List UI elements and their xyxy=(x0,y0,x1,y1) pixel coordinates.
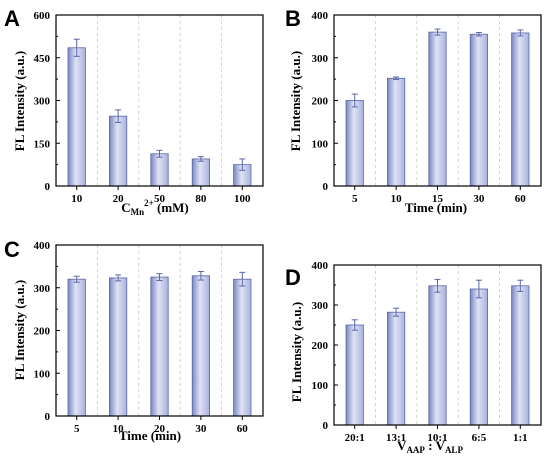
panel-d-xtick-label: 13:1 xyxy=(386,432,406,444)
panel-b-axes-frame xyxy=(333,14,542,187)
panel-d-xlabel-v1: V xyxy=(397,438,407,453)
panel-c-xtick-label: 10 xyxy=(113,423,125,435)
panel-a-xtick-label: 10 xyxy=(71,193,83,205)
panel-a-xlabel-main: C xyxy=(121,200,130,215)
panel-a-xlabel-unit: (mM) xyxy=(154,200,189,215)
panel-a-bar xyxy=(109,115,128,187)
panel-d-xtick-label: 1:1 xyxy=(513,432,528,444)
panel-a-xlabel: CMn2+ (mM) xyxy=(121,198,189,217)
panel-d-plot: 0 100 200 300 400 20:1 13:1 10:1 6:5 1:1 xyxy=(312,260,542,444)
panel-a-bar xyxy=(67,47,86,187)
panel-d-ytick-label: 300 xyxy=(312,300,329,312)
panel-b-bar xyxy=(469,33,488,187)
panel-a-ylabel: FL Intensity (a.u.) xyxy=(12,51,27,151)
panel-letter-d: D xyxy=(285,265,301,290)
panel-a-xtick-label: 20 xyxy=(113,193,125,205)
panel-letter-b: B xyxy=(285,6,301,31)
panel-c-bar xyxy=(233,278,252,417)
panel-a-ytick-label: 600 xyxy=(34,10,51,22)
panel-a-ytick-label: 0 xyxy=(45,181,51,193)
panel-c-axes-frame xyxy=(55,244,264,417)
panel-b-xlabel: Time (min) xyxy=(405,200,467,215)
panel-d-xlabel-v2: V xyxy=(436,438,446,453)
panel-d-ytick-label: 200 xyxy=(312,340,329,352)
panel-c-xtick-label: 5 xyxy=(74,423,80,435)
panel-c-ytick-label: 0 xyxy=(45,411,51,423)
panel-a-ytick-label: 450 xyxy=(34,53,51,65)
panel-a: A 0 150 300 450 600 10 20 50 80 100 FL Intensity … xyxy=(4,6,264,217)
panel-b-xtick-label: 10 xyxy=(391,193,403,205)
panel-b-bar xyxy=(511,32,530,187)
panel-a-xtick-label: 80 xyxy=(195,193,207,205)
panel-a-xtick-label: 50 xyxy=(154,193,166,205)
panel-b-bar xyxy=(428,31,447,187)
panel-a-ytick-label: 150 xyxy=(34,138,51,150)
panel-d-ytick-label: 400 xyxy=(312,260,329,272)
panel-c-bar xyxy=(109,277,128,417)
panel-b-bar xyxy=(387,77,406,187)
panel-d-axes-frame xyxy=(333,264,542,426)
panel-d-xtick-label: 20:1 xyxy=(345,432,365,444)
panel-d: D 0 100 200 300 400 20:1 13:1 10:1 6:5 1:1 FL Int… xyxy=(285,260,542,455)
panel-c: C 0 100 200 300 400 5 10 20 30 60 FL Intensity (a… xyxy=(4,237,264,443)
panel-d-bar xyxy=(345,324,364,426)
panel-b-bar xyxy=(345,100,364,187)
panel-d-ytick-label: 100 xyxy=(312,380,329,392)
panel-c-xtick-label: 30 xyxy=(195,423,207,435)
panel-c-ytick-label: 300 xyxy=(34,283,51,295)
panel-c-plot: 0 100 200 300 400 5 10 20 30 60 xyxy=(34,240,264,435)
panel-c-bar xyxy=(67,278,86,417)
panel-d-xtick-label: 6:5 xyxy=(472,432,487,444)
panel-d-bar xyxy=(511,285,530,426)
panel-d-ytick-label: 0 xyxy=(323,420,329,432)
panel-d-xlabel-sub2: ALP xyxy=(445,445,464,455)
panel-b-plot: 0 100 200 300 400 5 10 15 30 60 xyxy=(312,10,542,205)
panel-letter-a: A xyxy=(4,6,20,31)
panel-a-bar xyxy=(150,153,169,187)
panel-d-xlabel-sub1: AAP xyxy=(406,445,425,455)
panel-c-bar xyxy=(191,275,210,417)
panel-b-ylabel: FL Intensity (a.u.) xyxy=(288,51,303,151)
panel-c-ytick-label: 100 xyxy=(34,368,51,380)
panel-d-ylabel: FL Intensity (a.u.) xyxy=(289,302,304,402)
panel-a-bar xyxy=(191,158,210,187)
panel-a-axes-frame xyxy=(55,14,264,187)
panel-b-xtick-label: 30 xyxy=(473,193,485,205)
panel-b-ytick-label: 400 xyxy=(312,10,329,22)
panel-b: B 0 100 200 300 400 5 10 15 30 60 FL Intensity (a… xyxy=(285,6,542,215)
panel-b-ytick-label: 300 xyxy=(312,53,329,65)
panel-d-bar xyxy=(428,285,447,426)
panel-letter-c: C xyxy=(4,237,20,262)
panel-c-xtick-label: 20 xyxy=(154,423,166,435)
panel-c-ylabel: FL Intensity (a.u.) xyxy=(12,280,27,380)
panel-c-bar xyxy=(150,276,169,417)
panel-c-xlabel: Time (min) xyxy=(119,428,181,443)
panel-b-ytick-label: 100 xyxy=(312,138,329,150)
panel-b-xtick-label: 5 xyxy=(352,193,358,205)
panel-a-xtick-label: 100 xyxy=(234,193,251,205)
panel-a-ytick-label: 300 xyxy=(34,96,51,108)
panel-d-bar xyxy=(469,288,488,426)
panel-b-xtick-label: 60 xyxy=(515,193,527,205)
panel-b-ytick-label: 0 xyxy=(323,181,329,193)
panel-a-xlabel-sub: Mn xyxy=(131,207,145,217)
panel-b-xtick-label: 15 xyxy=(432,193,444,205)
panel-c-ytick-label: 200 xyxy=(34,326,51,338)
panel-d-bar xyxy=(387,311,406,426)
panel-b-ytick-label: 200 xyxy=(312,96,329,108)
panel-d-xlabel-sep: : xyxy=(425,438,436,453)
panel-a-xlabel-sup: 2+ xyxy=(144,198,154,208)
panel-d-xtick-label: 10:1 xyxy=(427,432,447,444)
panel-c-xtick-label: 60 xyxy=(237,423,249,435)
panel-d-xlabel: VAAP : VALP xyxy=(397,438,463,455)
panel-a-plot: 0 150 300 450 600 10 20 50 80 100 xyxy=(34,10,264,205)
panel-c-ytick-label: 400 xyxy=(34,240,51,252)
